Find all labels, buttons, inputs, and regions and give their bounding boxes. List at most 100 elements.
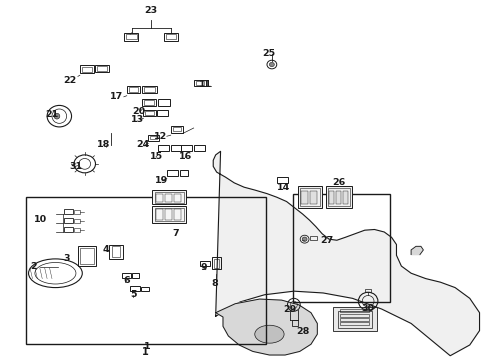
Bar: [336, 191, 341, 204]
Bar: [194, 145, 205, 150]
Text: 8: 8: [211, 279, 218, 288]
Bar: [80, 248, 94, 264]
Bar: [26, 197, 266, 343]
Text: 11: 11: [199, 81, 213, 90]
Bar: [132, 273, 140, 278]
Bar: [112, 246, 121, 257]
Bar: [340, 322, 368, 325]
Bar: [158, 145, 169, 150]
Bar: [64, 219, 73, 223]
Text: 27: 27: [320, 236, 334, 245]
Text: 7: 7: [172, 229, 179, 238]
Bar: [340, 318, 368, 321]
Bar: [122, 273, 131, 278]
Bar: [78, 246, 97, 266]
Text: 15: 15: [149, 152, 163, 161]
Bar: [130, 286, 140, 291]
Text: 2: 2: [30, 262, 37, 271]
Text: 30: 30: [362, 304, 375, 313]
Bar: [293, 194, 390, 302]
Bar: [333, 307, 377, 330]
Bar: [310, 236, 318, 240]
Text: 13: 13: [131, 114, 144, 123]
Bar: [365, 289, 371, 292]
Text: 29: 29: [283, 305, 296, 314]
Bar: [145, 100, 154, 105]
Bar: [156, 210, 163, 220]
Ellipse shape: [270, 62, 274, 67]
Text: 4: 4: [102, 246, 109, 255]
Bar: [298, 186, 322, 208]
Text: 19: 19: [155, 176, 169, 185]
Text: 31: 31: [70, 162, 83, 171]
Bar: [146, 111, 154, 115]
Text: 1: 1: [143, 347, 149, 357]
Bar: [74, 211, 80, 214]
Bar: [64, 227, 73, 232]
Bar: [150, 136, 157, 139]
Bar: [124, 33, 139, 41]
Bar: [173, 194, 180, 202]
Text: 17: 17: [110, 92, 123, 101]
Bar: [155, 192, 184, 203]
Bar: [343, 191, 347, 204]
Polygon shape: [216, 299, 318, 355]
Ellipse shape: [302, 237, 307, 241]
Text: 23: 23: [145, 6, 158, 15]
Bar: [158, 99, 170, 107]
Bar: [166, 35, 176, 40]
Bar: [293, 320, 298, 326]
Polygon shape: [411, 246, 423, 255]
Bar: [194, 80, 206, 86]
Bar: [156, 194, 163, 202]
Bar: [310, 191, 317, 204]
Text: 22: 22: [63, 76, 77, 85]
Bar: [98, 66, 107, 71]
Bar: [142, 287, 149, 291]
Text: 24: 24: [137, 140, 150, 149]
Bar: [82, 67, 92, 72]
Text: 10: 10: [34, 215, 48, 224]
Bar: [340, 314, 368, 317]
Bar: [200, 261, 210, 266]
Bar: [74, 220, 80, 223]
Bar: [157, 110, 168, 116]
Bar: [180, 145, 192, 150]
Ellipse shape: [54, 113, 60, 119]
Bar: [127, 86, 141, 93]
Bar: [179, 170, 188, 176]
Bar: [173, 210, 180, 220]
Bar: [171, 126, 183, 133]
Bar: [212, 257, 220, 269]
Bar: [143, 99, 156, 107]
Bar: [64, 210, 73, 214]
Bar: [143, 86, 157, 93]
Bar: [300, 188, 320, 206]
Bar: [109, 244, 123, 259]
Polygon shape: [213, 151, 480, 356]
Bar: [129, 87, 139, 92]
Text: 6: 6: [123, 276, 130, 285]
Bar: [277, 177, 288, 183]
Bar: [145, 87, 155, 92]
Bar: [80, 65, 94, 73]
Bar: [148, 135, 159, 140]
Text: 5: 5: [130, 290, 137, 299]
Bar: [164, 33, 178, 41]
Bar: [329, 191, 334, 204]
Bar: [126, 35, 137, 40]
Bar: [328, 188, 350, 206]
Bar: [172, 127, 181, 131]
Bar: [165, 194, 172, 202]
Text: 14: 14: [276, 183, 290, 192]
Bar: [74, 228, 80, 232]
Bar: [171, 145, 181, 150]
Text: 21: 21: [46, 110, 59, 119]
Bar: [144, 110, 156, 116]
Text: 16: 16: [179, 152, 192, 161]
Bar: [338, 311, 372, 328]
Bar: [167, 170, 177, 176]
Bar: [214, 259, 219, 267]
Text: 12: 12: [154, 132, 168, 141]
Bar: [96, 64, 109, 72]
